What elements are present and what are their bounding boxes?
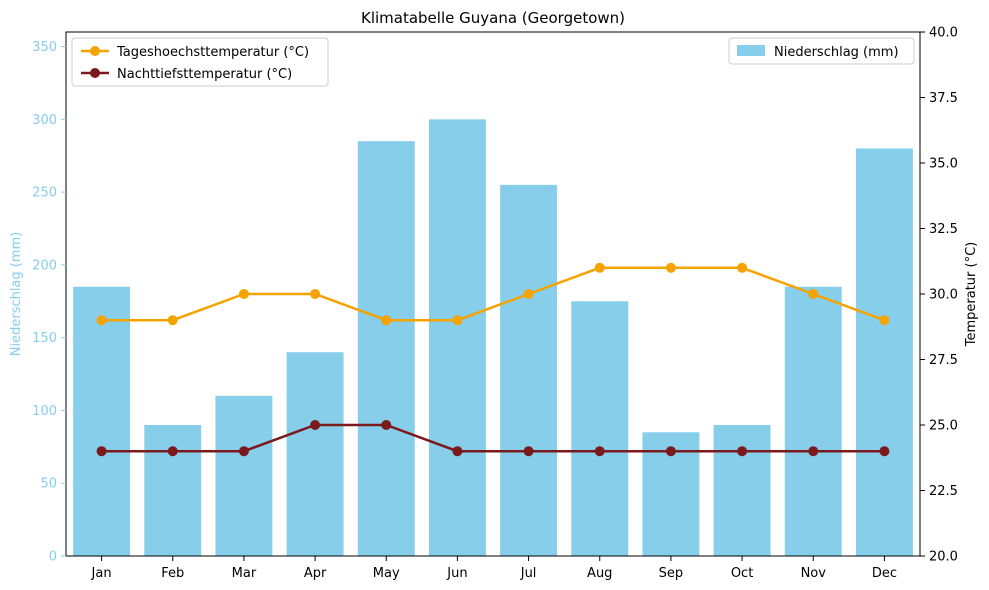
bar-mar [215, 395, 273, 556]
point-series-1-dec [879, 446, 890, 457]
x-tick-label-nov: Nov [801, 566, 827, 581]
bar-feb [144, 425, 202, 556]
left-tick-label-1: 50 [40, 477, 57, 492]
point-series-1-sep [665, 446, 676, 457]
right-tick-label-6: 35.0 [929, 157, 958, 172]
point-series-0-aug [594, 262, 605, 273]
x-tick-label-jul: Jul [520, 566, 537, 581]
left-tick-label-6: 300 [32, 113, 57, 128]
point-series-0-may [381, 315, 392, 326]
left-tick-label-5: 250 [32, 186, 57, 201]
point-series-1-oct [737, 446, 748, 457]
right-tick-label-1: 22.5 [929, 484, 958, 499]
right-tick-label-7: 37.5 [929, 91, 958, 106]
point-series-0-apr [310, 289, 321, 299]
legend-lines-frame [71, 37, 329, 87]
point-series-0-jan [96, 315, 107, 326]
bar-nov [784, 286, 842, 556]
x-tick-label-feb: Feb [161, 566, 184, 581]
point-series-1-may [381, 420, 392, 430]
line-series-1 [101, 423, 885, 453]
legend-label-nachttiefst: Nachttiefsttemperatur (°C) [117, 67, 292, 82]
line-series-0 [101, 266, 885, 322]
legend-label-tageshoechst: Tageshoechsttemperatur (°C) [116, 45, 309, 60]
right-axis-label: Temperatur (°C) [964, 242, 979, 348]
left-tick-label-2: 100 [32, 404, 57, 419]
x-tick-label-dec: Dec [872, 566, 897, 581]
legend-label-niederschlag: Niederschlag (mm) [774, 45, 899, 60]
bar-jan [73, 286, 131, 556]
x-tick-label-sep: Sep [659, 566, 684, 581]
right-tick-label-4: 30.0 [929, 288, 958, 303]
point-series-1-jun [452, 446, 463, 457]
chart-title: Klimatabelle Guyana (Georgetown) [361, 9, 625, 27]
bar-apr [286, 352, 344, 556]
bar-may [357, 141, 415, 556]
point-series-1-jul [523, 446, 534, 457]
right-tick-label-5: 32.5 [929, 222, 958, 237]
point-series-0-mar [238, 289, 249, 299]
legend-bars-frame [728, 37, 915, 65]
point-series-1-jan [96, 446, 107, 457]
legend-marker-tageshoechst [90, 46, 100, 56]
bar-oct [713, 425, 771, 556]
x-tick-label-jan: Jan [91, 566, 112, 581]
lines-layer [96, 262, 890, 457]
right-tick-label-8: 40.0 [929, 26, 958, 41]
bar-jun [428, 119, 486, 556]
x-tick-label-jun: Jun [446, 566, 467, 581]
point-series-0-jun [452, 315, 463, 326]
right-tick-label-0: 20.0 [929, 550, 958, 565]
legend-swatch-niederschlag [737, 45, 765, 56]
left-tick-label-3: 150 [32, 331, 57, 346]
left-axis-label: Niederschlag (mm) [9, 232, 24, 357]
legend-lines: Tageshoechsttemperatur (°C) Nachttiefstt… [71, 37, 329, 87]
point-series-0-dec [879, 315, 890, 326]
point-series-0-jul [523, 289, 534, 299]
right-tick-label-3: 27.5 [929, 353, 958, 368]
point-series-0-nov [808, 289, 819, 299]
bar-aug [571, 301, 629, 556]
point-series-1-aug [594, 446, 605, 457]
point-series-0-sep [665, 262, 676, 273]
point-series-1-nov [808, 446, 819, 457]
right-tick-label-2: 25.0 [929, 419, 958, 434]
left-tick-label-4: 200 [32, 258, 57, 273]
axes-layer: Jan Feb Mar Apr May Jun Jul Aug Sep Oct Nov Dec 0 50 1… [32, 26, 958, 582]
x-tick-label-mar: Mar [232, 566, 257, 581]
x-tick-label-aug: Aug [587, 566, 612, 581]
bars-layer [73, 119, 913, 557]
point-series-1-feb [167, 446, 178, 457]
point-series-1-apr [310, 420, 321, 430]
point-series-1-mar [238, 446, 249, 457]
legend-marker-nachttiefst [90, 68, 100, 78]
bar-jul [500, 184, 558, 557]
x-tick-label-apr: Apr [304, 566, 327, 581]
x-tick-label-may: May [373, 566, 400, 581]
left-tick-label-7: 350 [32, 40, 57, 55]
point-series-0-feb [167, 315, 178, 326]
left-tick-label-0: 0 [49, 550, 57, 565]
point-series-0-oct [737, 262, 748, 273]
bar-dec [855, 148, 913, 556]
x-tick-label-oct: Oct [731, 566, 753, 581]
legend-bars: Niederschlag (mm) [728, 37, 915, 65]
